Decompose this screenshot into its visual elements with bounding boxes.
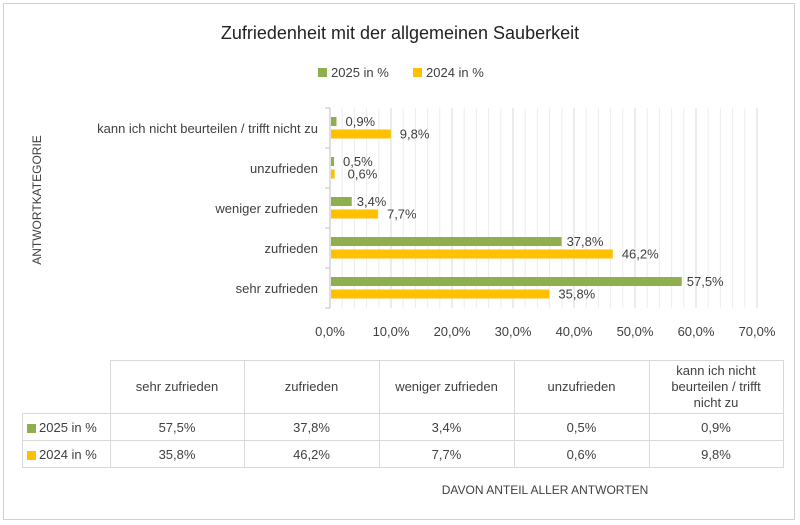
row-label: 2025 in %: [39, 419, 97, 435]
data-label: 0,6%: [348, 167, 378, 182]
legend-label: 2025 in %: [331, 65, 389, 80]
data-label: 57,5%: [687, 274, 724, 289]
table-header: kann ich nicht beurteilen / trifft nicht…: [648, 360, 784, 414]
bar-2024: [331, 289, 550, 299]
table-header: unzufrieden: [513, 360, 650, 414]
table-header: zufrieden: [243, 360, 380, 414]
category-label: weniger zufrieden: [214, 201, 318, 216]
row-label: 2024 in %: [39, 446, 97, 462]
bar-2025: [331, 237, 562, 246]
data-label: 0,5%: [343, 154, 373, 169]
table-cell: 0,6%: [513, 440, 650, 468]
data-label: 9,8%: [400, 127, 430, 142]
data-label: 46,2%: [622, 247, 659, 262]
bar-chart: Zufriedenheit mit der allgemeinen Sauber…: [30, 23, 776, 339]
x-tick-label: 60,0%: [678, 324, 715, 339]
table-cell: 35,8%: [109, 440, 245, 468]
table-cell: 37,8%: [243, 413, 380, 441]
table-cell: 9,8%: [648, 440, 784, 468]
chart-frame: [3, 3, 795, 520]
table-cell: 3,4%: [378, 413, 515, 441]
y-axis-title: ANTWORTKATEGORIE: [30, 135, 44, 265]
table-cell: 46,2%: [243, 440, 380, 468]
table-cell: 0,5%: [513, 413, 650, 441]
legend-swatch-2024: [27, 450, 36, 460]
bar-2024: [331, 169, 335, 179]
table-cell: 0,9%: [648, 413, 784, 441]
legend-swatch: [413, 68, 422, 77]
data-label: 3,4%: [357, 194, 387, 209]
data-label: 0,9%: [345, 114, 375, 129]
table-cell: 7,7%: [378, 440, 515, 468]
x-tick-label: 20,0%: [434, 324, 471, 339]
data-label: 37,8%: [567, 234, 604, 249]
x-tick-label: 50,0%: [617, 324, 654, 339]
category-label: unzufrieden: [250, 161, 318, 176]
legend-label: 2024 in %: [426, 65, 484, 80]
data-label: 35,8%: [558, 287, 595, 302]
bar-2024: [331, 209, 378, 219]
bar-2025: [331, 277, 682, 286]
legend-swatch-2025: [27, 423, 36, 433]
x-tick-label: 30,0%: [495, 324, 532, 339]
bar-2025: [331, 117, 337, 126]
bar-2024: [331, 249, 613, 259]
data-label: 7,7%: [387, 207, 417, 222]
table-cell: 57,5%: [109, 413, 245, 441]
x-tick-label: 70,0%: [739, 324, 776, 339]
data-table: sehr zufrieden zufrieden weniger zufried…: [22, 360, 784, 468]
bar-2024: [331, 129, 391, 139]
category-label: zufrieden: [265, 241, 318, 256]
table-row-2024: 2024 in % 35,8% 46,2% 7,7% 0,6% 9,8%: [22, 440, 784, 468]
category-label: kann ich nicht beurteilen / trifft nicht…: [97, 121, 318, 136]
x-tick-label: 0,0%: [315, 324, 345, 339]
bar-2025: [331, 197, 352, 206]
x-tick-label: 40,0%: [556, 324, 593, 339]
chart-title: Zufriedenheit mit der allgemeinen Sauber…: [221, 23, 579, 43]
table-row-2025: 2025 in % 57,5% 37,8% 3,4% 0,5% 0,9%: [22, 413, 784, 441]
bar-2025: [331, 157, 335, 166]
table-corner: [22, 360, 111, 414]
category-label: sehr zufrieden: [236, 281, 318, 296]
legend-swatch: [318, 68, 327, 77]
table-header: sehr zufrieden: [109, 360, 245, 414]
table-header: weniger zufrieden: [378, 360, 515, 414]
x-tick-label: 10,0%: [373, 324, 410, 339]
x-axis-title: DAVON ANTEIL ALLER ANTWORTEN: [441, 483, 649, 497]
